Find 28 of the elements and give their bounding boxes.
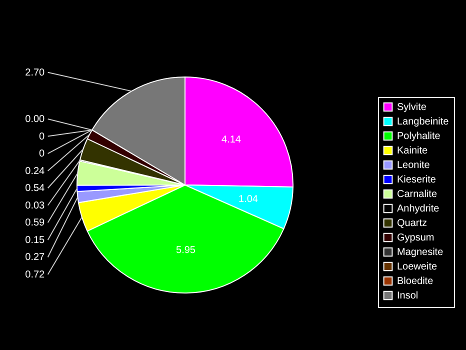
legend-label: Magnesite: [397, 247, 444, 258]
legend-label: Loeweite: [397, 262, 438, 272]
legend-label: Quartz: [397, 218, 428, 229]
data-label: 5.95: [176, 244, 196, 256]
data-label: 0.72: [25, 270, 46, 281]
legend-label: Kainite: [397, 146, 428, 156]
text: 0: [39, 131, 45, 142]
data-label: 2.70: [25, 67, 46, 78]
legend-label: Langbeinite: [397, 116, 450, 128]
legend-label: Gypsum: [397, 232, 434, 244]
legend-label: Polyhalite: [397, 131, 441, 142]
data-label: 0.54: [25, 183, 46, 194]
legend-label: Carnalite: [397, 189, 438, 200]
legend-label: Sylvite: [397, 102, 427, 113]
data-label: 4.14: [222, 134, 242, 146]
legend-label: Kieserite: [397, 174, 436, 186]
data-label: 0.27: [25, 252, 46, 264]
data-label: 0.59: [25, 218, 46, 229]
text: 0.00: [25, 114, 45, 125]
data-label: 0.24: [25, 166, 46, 177]
data-label: 0.03: [25, 200, 46, 212]
legend-label: Anhydrite: [397, 204, 440, 214]
legend-label: Bloedite: [397, 276, 434, 287]
legend-label: Leonite: [397, 160, 430, 171]
legend-label: Insol: [397, 290, 418, 302]
data-label: 1.04: [238, 194, 258, 206]
text: 0: [39, 148, 45, 160]
data-label: 0.15: [25, 234, 46, 246]
